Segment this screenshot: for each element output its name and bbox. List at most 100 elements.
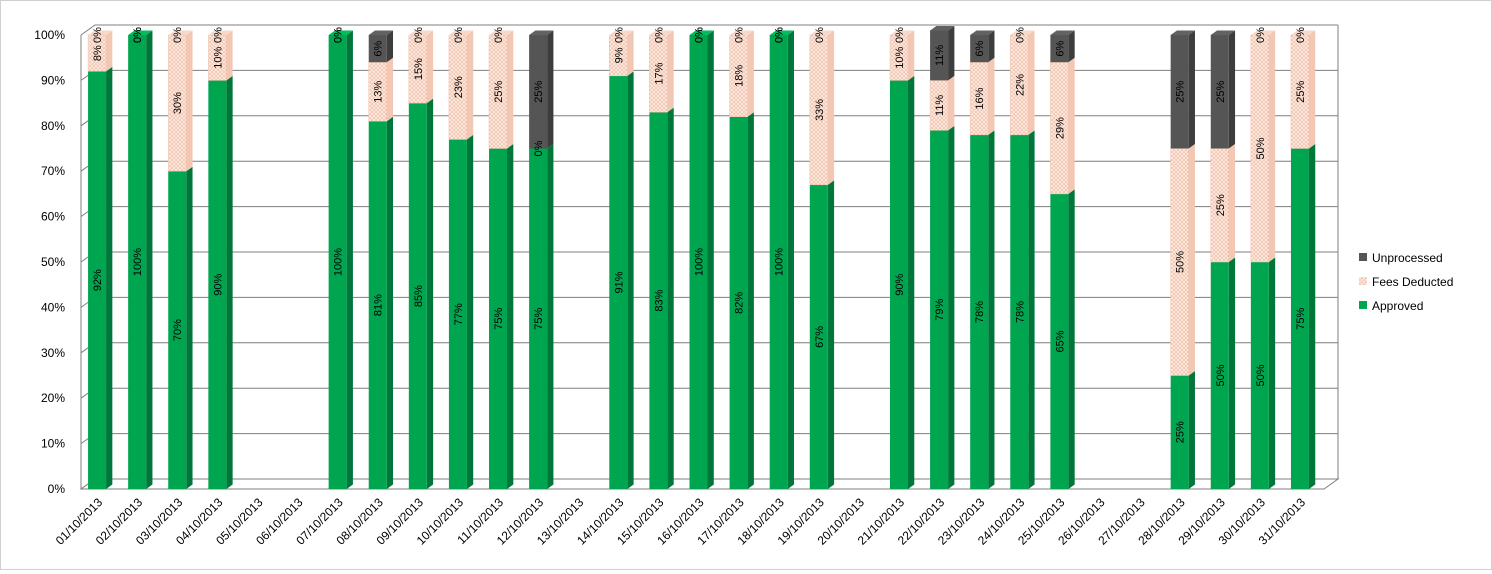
bar-front	[208, 80, 227, 490]
y-tick-label: 60%	[41, 210, 65, 224]
bar-segment-approved	[609, 71, 634, 490]
data-label: 83%	[653, 289, 665, 311]
bar-side	[466, 134, 474, 490]
bar-segment-approved	[128, 30, 153, 489]
y-tick-label: 10%	[41, 437, 65, 451]
bar-segment-approved	[489, 144, 514, 489]
bar-segment-fees-deducted	[368, 57, 394, 122]
bar-front	[889, 80, 908, 490]
data-label: 16%	[974, 87, 986, 109]
data-label: 85%	[413, 285, 425, 307]
data-label: 0%	[814, 27, 826, 43]
bar-front	[929, 80, 949, 131]
data-label: 100%	[132, 248, 144, 276]
data-label: 81%	[373, 294, 385, 316]
bar-side	[1028, 30, 1035, 135]
bar-side	[988, 57, 995, 135]
bar-side	[226, 75, 233, 490]
bar-side	[907, 30, 915, 81]
bar-segment-approved	[368, 116, 394, 489]
data-label: 22%	[1014, 74, 1026, 96]
data-label: 11%	[934, 45, 946, 66]
bar-segment-fees-deducted	[809, 30, 835, 186]
data-label: 50%	[1255, 364, 1267, 386]
bar-front	[649, 112, 668, 490]
bar-top	[689, 30, 714, 35]
bar-segment-fees-deducted	[167, 30, 193, 172]
bar-front	[930, 130, 949, 489]
bar-side	[426, 30, 434, 104]
bar-segment-fees-deducted	[969, 57, 995, 136]
bar-side	[1228, 144, 1236, 262]
data-label: 50%	[1215, 364, 1227, 386]
bar-segment-fees-deducted	[889, 30, 915, 81]
data-label: 0%	[1014, 27, 1026, 43]
bar-top	[489, 30, 514, 35]
bar-side	[827, 180, 835, 489]
data-label: 0%	[1255, 27, 1267, 43]
bar-side	[1228, 257, 1236, 489]
bar-segment-approved	[809, 180, 835, 489]
bar-segment-approved	[408, 98, 434, 489]
bar-segment-approved	[1290, 144, 1316, 489]
bar-top	[408, 30, 434, 35]
bar-front	[930, 30, 949, 81]
legend-label: Unprocessed	[1372, 251, 1443, 265]
data-label: 0%	[413, 27, 425, 43]
data-label: 0%	[734, 27, 746, 43]
data-label: 0%	[333, 27, 345, 43]
bar-front	[1050, 193, 1069, 489]
data-label: 6%	[1054, 40, 1066, 56]
bar-side	[507, 30, 514, 149]
bar-side	[827, 30, 835, 185]
data-label: 10%	[894, 46, 906, 68]
bar-front	[1210, 262, 1229, 489]
bar-side	[547, 30, 554, 149]
data-label: 25%	[1175, 81, 1187, 103]
data-label: 0%	[533, 140, 545, 156]
data-label: 25%	[493, 81, 505, 103]
bar-side	[1268, 30, 1276, 262]
y-tick-label: 100%	[34, 28, 65, 42]
data-label: 13%	[373, 81, 385, 103]
data-label: 0%	[653, 27, 665, 43]
bar-segment-approved	[970, 130, 995, 489]
bar-side	[1188, 30, 1195, 149]
bar-segment-approved	[689, 30, 714, 489]
data-label: 18%	[734, 65, 746, 87]
bar-side	[386, 116, 394, 489]
bar-segment-approved	[1050, 189, 1075, 489]
bar-side	[186, 166, 193, 489]
bar-side	[1268, 257, 1276, 489]
bar-segment-unprocessed	[1170, 30, 1195, 149]
legend-label: Fees Deducted	[1372, 275, 1453, 289]
data-label: 75%	[1295, 308, 1307, 330]
bar-front	[1210, 35, 1229, 149]
bar-top	[809, 30, 835, 35]
data-label: 82%	[734, 292, 746, 314]
bar-side	[106, 66, 113, 489]
data-label: 0%	[774, 27, 786, 43]
bar-top	[208, 30, 233, 35]
x-axis: 01/10/201302/10/201303/10/201304/10/2013…	[53, 495, 1309, 548]
data-label: 0%	[774, 27, 786, 43]
bar-side	[1188, 144, 1195, 376]
bar-top	[448, 30, 474, 35]
y-tick-label: 30%	[41, 346, 65, 360]
legend-swatch	[1359, 277, 1367, 285]
data-label: 6%	[373, 40, 385, 56]
bar-segment-unprocessed	[1050, 30, 1075, 63]
bar-segment-approved	[529, 144, 554, 489]
bar-segment-approved	[448, 134, 474, 490]
y-tick-label: 80%	[41, 119, 65, 133]
bar-side	[426, 98, 434, 489]
bar-side	[466, 30, 474, 140]
data-label: 0%	[132, 27, 144, 43]
data-label: 50%	[1175, 251, 1187, 273]
bar-top	[1170, 30, 1195, 35]
data-label: 0%	[493, 27, 505, 43]
bar-side	[948, 125, 955, 489]
bar-segment-approved	[208, 75, 233, 490]
bar-front	[1050, 35, 1069, 63]
bar-segment-unprocessed	[970, 30, 995, 63]
